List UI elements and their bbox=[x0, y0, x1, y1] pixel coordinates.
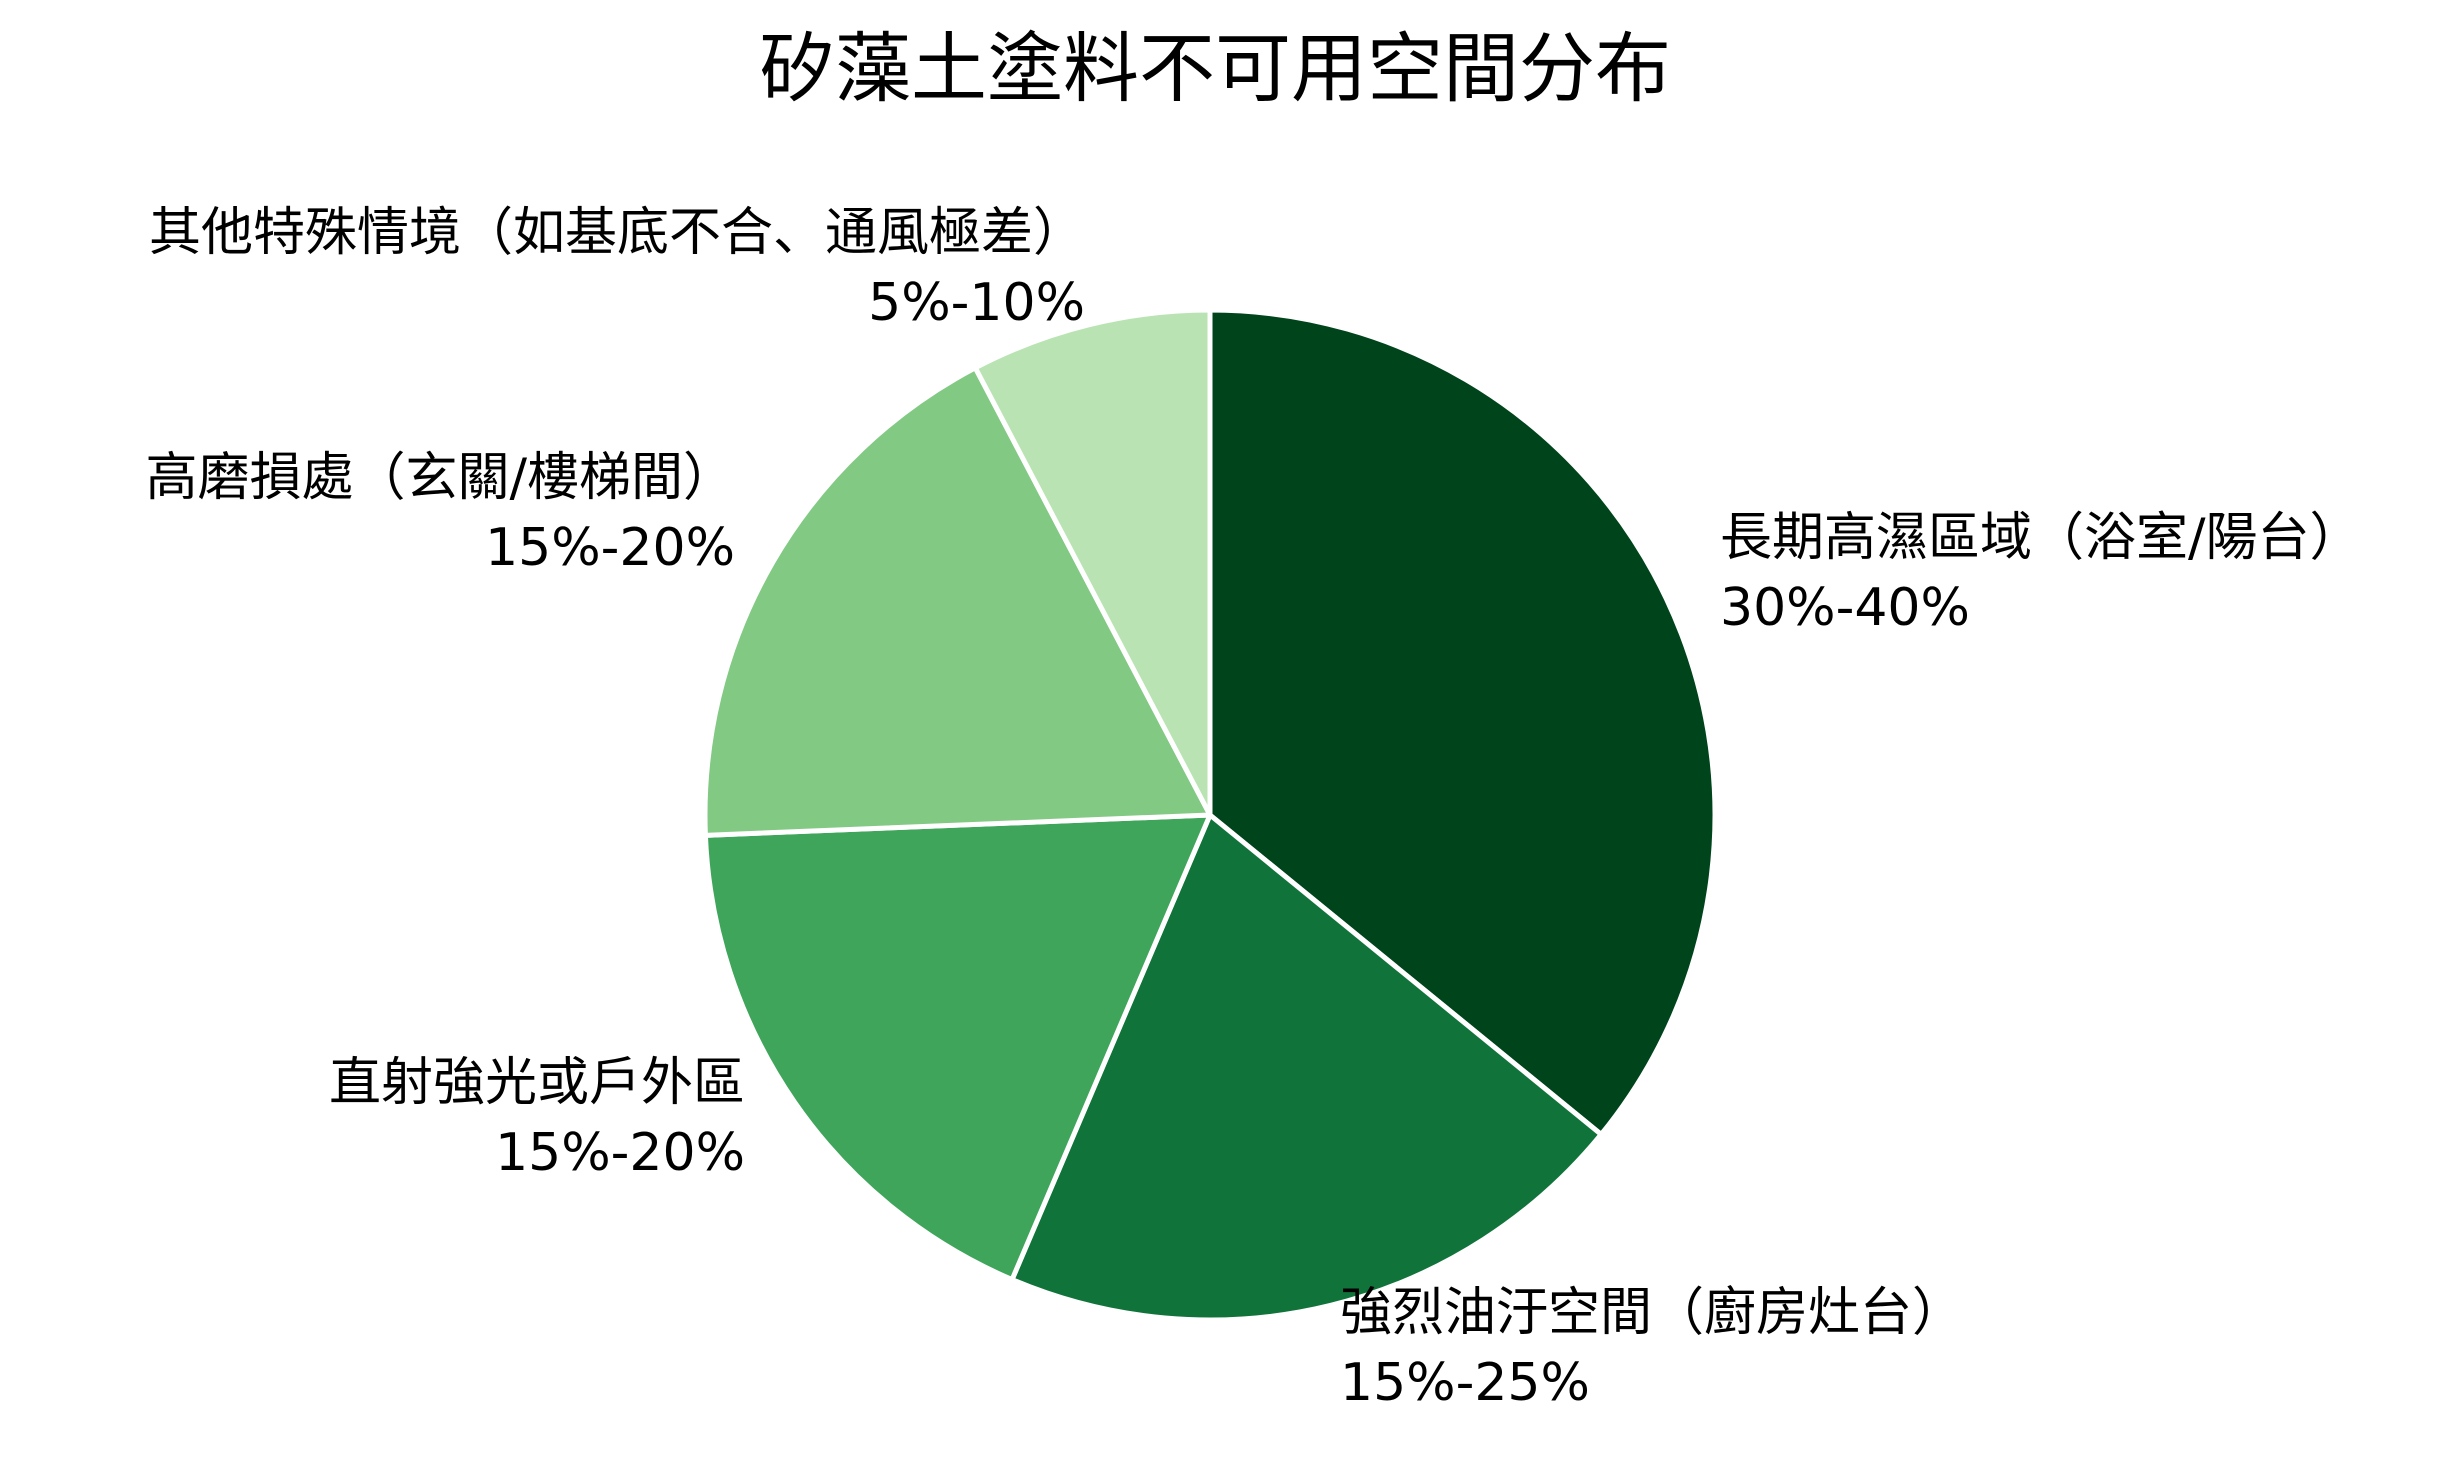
slice-range-3: 15%-20% bbox=[495, 1123, 745, 1183]
pie-slice-1 bbox=[1207, 307, 1718, 1137]
slice-label-1: 長期高濕區域（浴室/陽台） bbox=[1720, 508, 2362, 568]
pie-slices bbox=[702, 307, 1718, 1323]
slice-range-1: 30%-40% bbox=[1720, 578, 1970, 638]
slice-label-4: 高磨損處（玄關/樓梯間） bbox=[145, 448, 735, 508]
chart-title: 矽藻土塗料不可用空間分布 bbox=[759, 24, 1671, 113]
pie-slice-3 bbox=[702, 812, 1213, 1283]
pie-slice-4 bbox=[702, 365, 1213, 838]
slice-range-4: 15%-20% bbox=[485, 518, 735, 578]
pie-labels: 長期高濕區域（浴室/陽台） 30%-40% 強烈油汙空間（廚房灶台） 15%-25% 直… bbox=[145, 203, 2361, 1413]
slice-range-2: 15%-25% bbox=[1340, 1353, 1590, 1413]
slice-label-2: 強烈油汙空間（廚房灶台） bbox=[1340, 1283, 1964, 1343]
slice-range-5: 5%-10% bbox=[868, 273, 1085, 333]
slice-label-3: 直射強光或戶外區 bbox=[329, 1053, 745, 1113]
slice-label-5: 其他特殊情境（如基底不合、通風極差） bbox=[149, 203, 1085, 263]
pie-slice-2 bbox=[1009, 812, 1604, 1323]
pie-slice-5 bbox=[972, 307, 1213, 818]
